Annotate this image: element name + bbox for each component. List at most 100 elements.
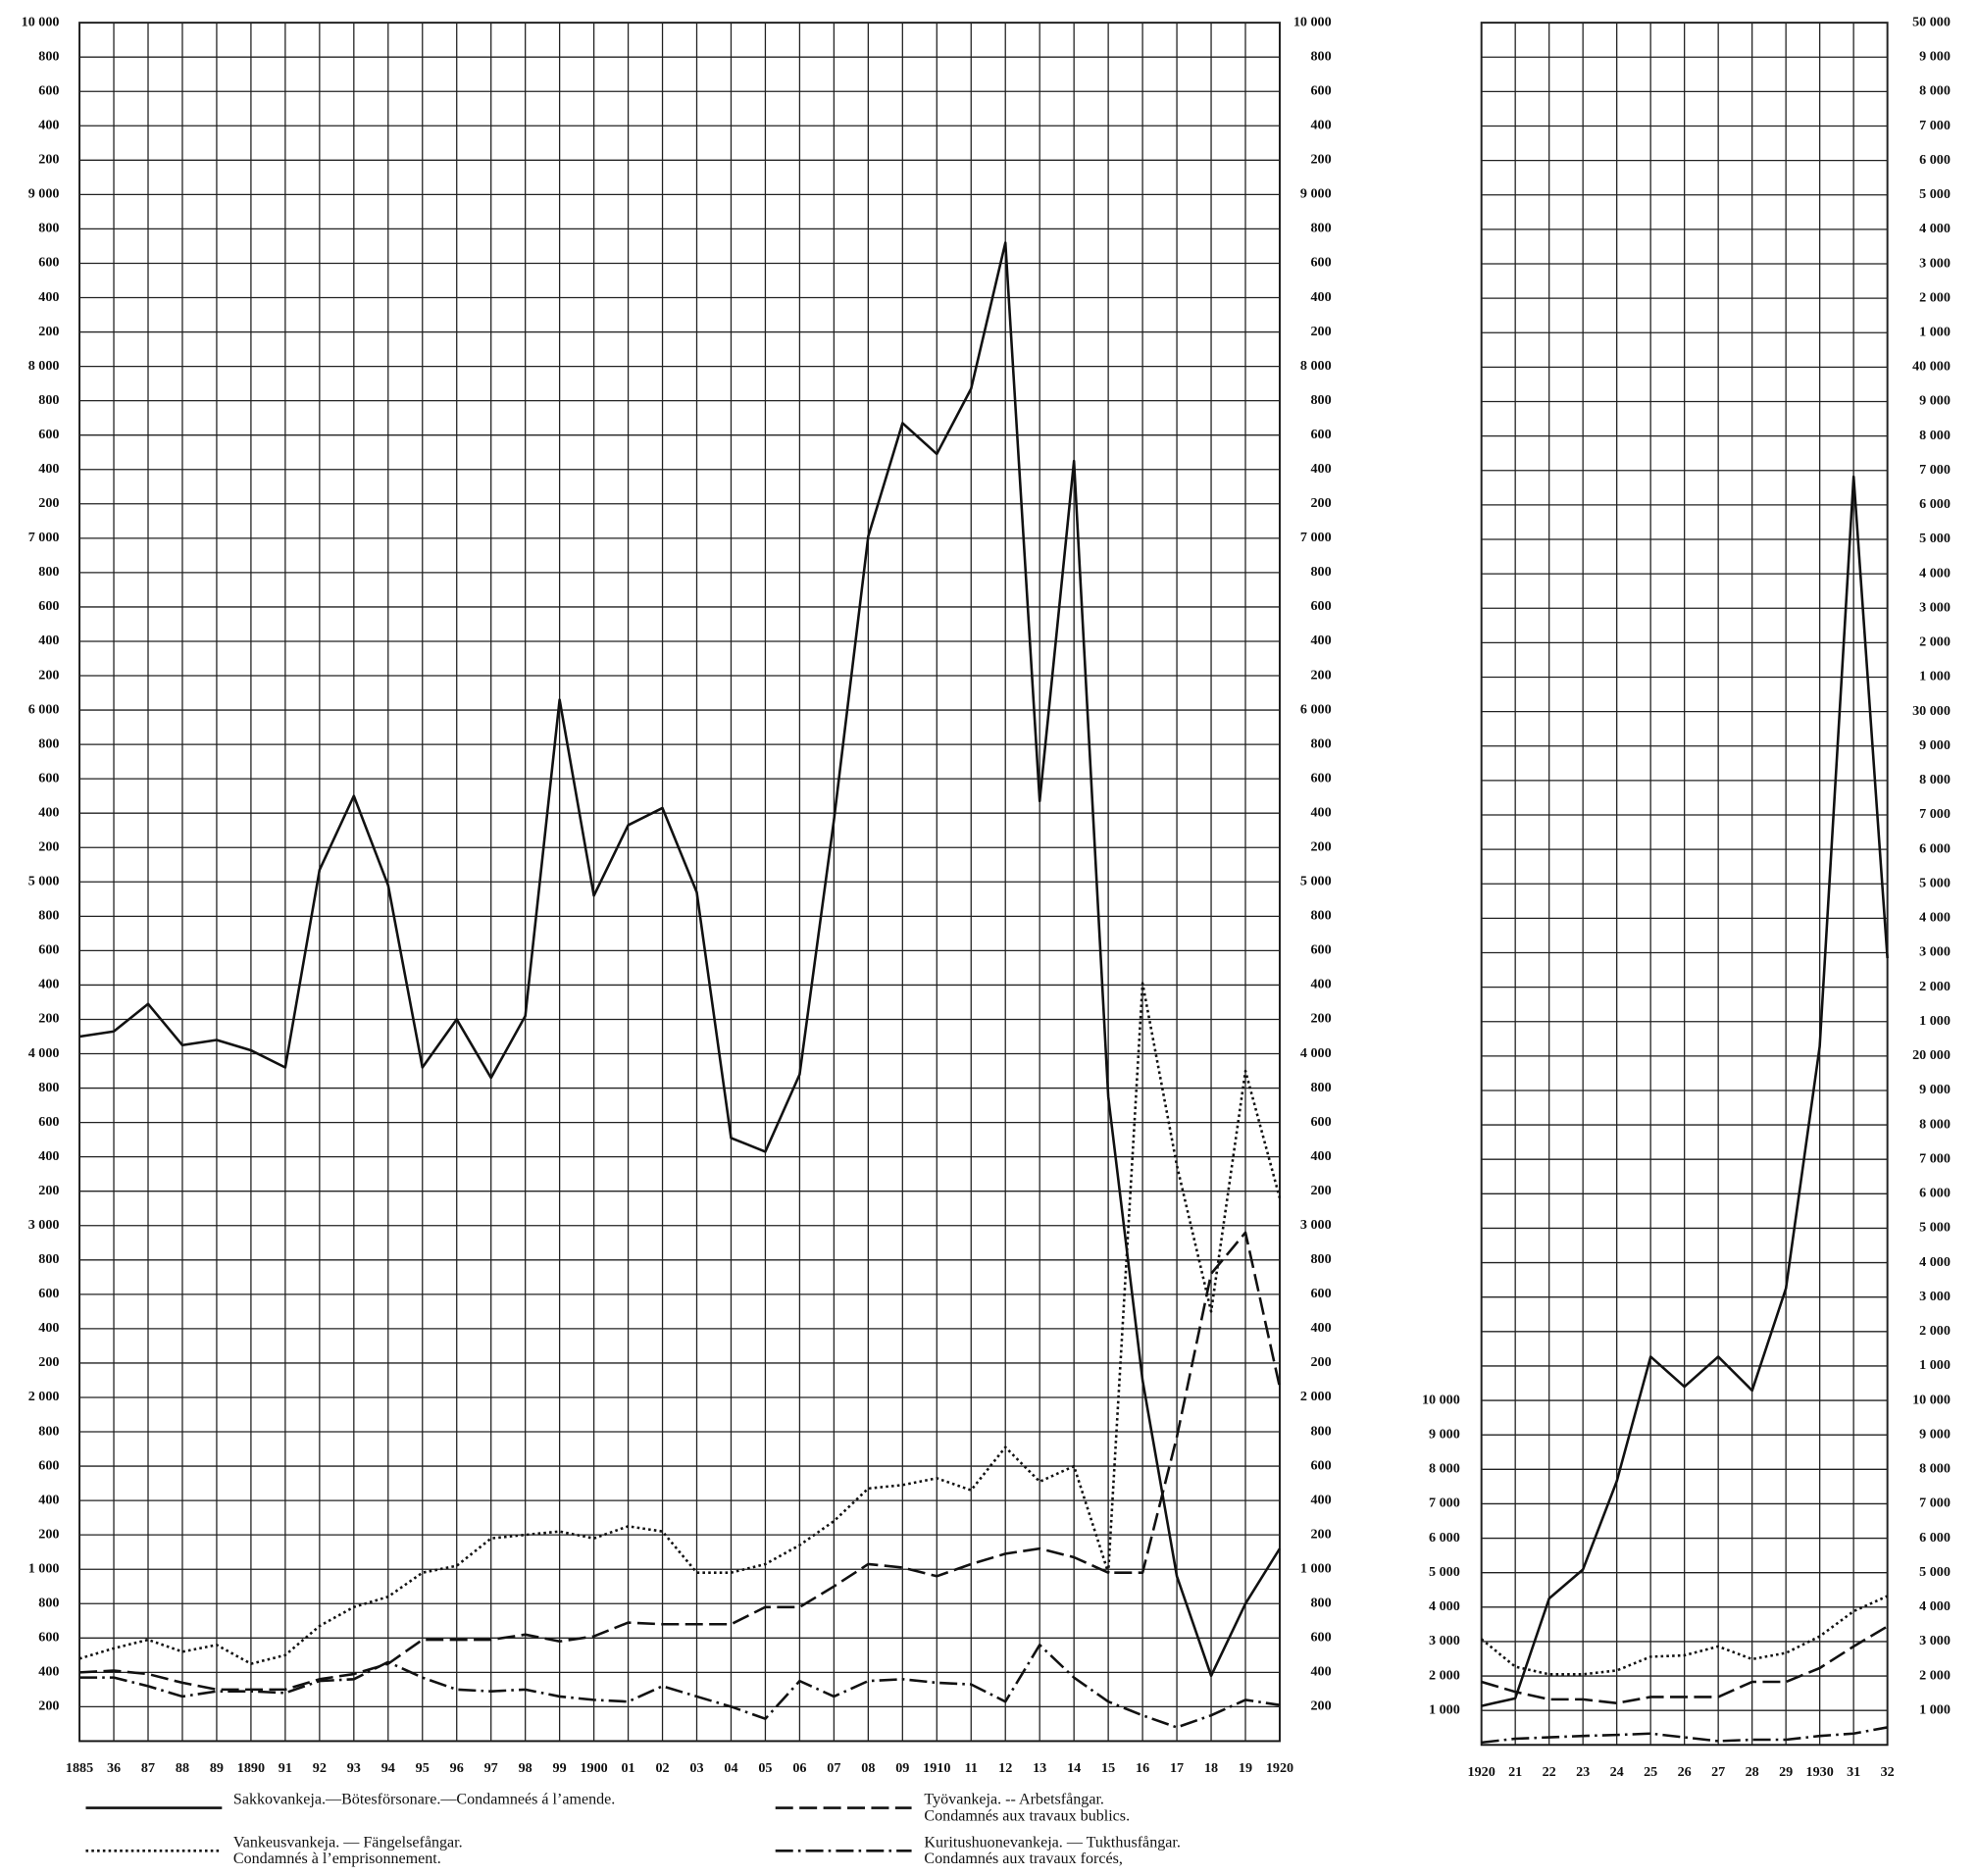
legend-label: Condamnés aux travaux forcés, — [924, 1851, 1123, 1867]
y-tick-label-left: 10 000 — [1422, 1392, 1460, 1407]
y-tick-label-right: 400 — [1311, 633, 1332, 648]
y-tick-label-right: 4 000 — [1919, 910, 1951, 926]
y-tick-label-right: 6 000 — [1919, 840, 1951, 856]
x-tick-label: 1920 — [1468, 1764, 1495, 1780]
x-tick-label: 97 — [484, 1760, 498, 1776]
y-tick-label-right: 5 000 — [1919, 1564, 1951, 1580]
y-tick-label-right: 400 — [1311, 1148, 1332, 1164]
y-tick-label-right: 7 000 — [1300, 530, 1332, 545]
x-tick-label: 01 — [622, 1760, 635, 1776]
y-tick-label-left: 2 000 — [1429, 1667, 1460, 1683]
y-tick-label-right: 2 000 — [1919, 979, 1951, 994]
y-tick-label-right: 2 000 — [1919, 1323, 1951, 1339]
y-tick-label-right: 600 — [1311, 1457, 1332, 1473]
y-tick-label-right: 9 000 — [1919, 1426, 1951, 1442]
y-tick-label-left: 600 — [38, 1114, 59, 1130]
x-tick-label: 07 — [827, 1760, 840, 1776]
y-tick-label-right: 200 — [1311, 1699, 1332, 1714]
y-tick-label-left: 400 — [38, 977, 59, 992]
x-tick-label: 06 — [792, 1760, 806, 1776]
y-tick-label-left: 400 — [38, 1664, 59, 1680]
y-tick-label-right: 6 000 — [1919, 1530, 1951, 1546]
x-tick-label: 26 — [1678, 1764, 1692, 1780]
y-tick-label-left: 200 — [38, 152, 59, 168]
y-tick-label-right: 800 — [1311, 735, 1332, 751]
y-tick-label-right: 200 — [1311, 1354, 1332, 1370]
y-tick-label-left: 200 — [38, 324, 59, 339]
y-tick-label-left: 4 000 — [1429, 1598, 1460, 1614]
y-tick-label-right: 30 000 — [1912, 703, 1951, 719]
x-tick-label: 24 — [1610, 1764, 1624, 1780]
y-tick-label-right: 1 000 — [1919, 1701, 1951, 1717]
y-tick-label-right: 9 000 — [1300, 186, 1332, 202]
y-tick-label-right: 4 000 — [1919, 1254, 1951, 1270]
y-tick-label-right: 5 000 — [1919, 186, 1951, 202]
y-tick-label-right: 200 — [1311, 152, 1332, 168]
y-tick-label-right: 9 000 — [1919, 737, 1951, 753]
y-tick-label-right: 600 — [1311, 770, 1332, 786]
y-tick-label-right: 600 — [1311, 1114, 1332, 1130]
y-tick-label-right: 8 000 — [1919, 83, 1951, 99]
y-tick-label-right: 3 000 — [1919, 1289, 1951, 1304]
x-tick-label: 96 — [450, 1760, 464, 1776]
y-tick-label-right: 1 000 — [1919, 669, 1951, 684]
y-tick-label-right: 3 000 — [1919, 255, 1951, 271]
x-tick-label: 1930 — [1806, 1764, 1834, 1780]
y-tick-label-right: 4 000 — [1919, 1598, 1951, 1614]
x-tick-label: 25 — [1644, 1764, 1657, 1780]
y-tick-label-left: 4 000 — [28, 1045, 60, 1061]
y-tick-label-right: 5 000 — [1919, 531, 1951, 546]
y-tick-label-right: 6 000 — [1919, 496, 1951, 512]
y-tick-label-left: 200 — [38, 1011, 59, 1027]
y-tick-label-right: 800 — [1311, 908, 1332, 924]
legend-label: Työvankeja. -- Arbetsfångar. — [924, 1792, 1104, 1808]
y-tick-label-right: 9 000 — [1919, 49, 1951, 65]
y-tick-label-right: 9 000 — [1919, 1082, 1951, 1097]
y-tick-label-right: 400 — [1311, 977, 1332, 992]
y-tick-label-right: 8 000 — [1300, 358, 1332, 374]
x-tick-label: 22 — [1543, 1764, 1556, 1780]
y-tick-label-left: 600 — [38, 598, 59, 614]
legend-label: Kuritushuonevankeja. — Tukthusfångar. — [924, 1834, 1180, 1851]
x-tick-label: 21 — [1508, 1764, 1522, 1780]
y-tick-label-right: 400 — [1311, 118, 1332, 133]
y-tick-label-right: 400 — [1311, 1320, 1332, 1336]
x-tick-label: 1910 — [923, 1760, 950, 1776]
x-tick-label: 36 — [107, 1760, 121, 1776]
y-tick-label-left: 3 000 — [28, 1217, 60, 1233]
y-tick-label-left: 8 000 — [28, 358, 60, 374]
y-tick-label-left: 8 000 — [1429, 1461, 1460, 1477]
y-tick-label-left: 600 — [38, 1286, 59, 1301]
y-tick-label-right: 3 000 — [1919, 1633, 1951, 1648]
y-tick-label-right: 10 000 — [1912, 1392, 1951, 1407]
y-tick-label-right: 800 — [1311, 1251, 1332, 1267]
y-tick-label-right: 200 — [1311, 1183, 1332, 1198]
y-tick-label-left: 200 — [38, 667, 59, 683]
y-tick-label-right: 800 — [1311, 1596, 1332, 1611]
y-tick-label-right: 2 000 — [1300, 1389, 1332, 1404]
y-tick-label-right: 400 — [1311, 461, 1332, 477]
y-tick-label-left: 200 — [38, 1526, 59, 1542]
x-tick-label: 1920 — [1266, 1760, 1293, 1776]
x-tick-label: 18 — [1204, 1760, 1218, 1776]
y-tick-label-left: 600 — [38, 770, 59, 786]
y-tick-label-left: 800 — [38, 48, 59, 64]
x-tick-label: 1890 — [237, 1760, 265, 1776]
y-tick-label-right: 8 000 — [1919, 772, 1951, 787]
x-tick-label: 31 — [1847, 1764, 1860, 1780]
x-tick-label: 1900 — [580, 1760, 607, 1776]
y-tick-label-right: 3 000 — [1919, 944, 1951, 960]
y-tick-label-right: 400 — [1311, 1492, 1332, 1507]
y-tick-label-left: 9 000 — [1429, 1426, 1460, 1442]
y-tick-label-right: 4 000 — [1300, 1045, 1332, 1061]
y-tick-label-right: 600 — [1311, 427, 1332, 442]
y-tick-label-right: 6 000 — [1919, 1186, 1951, 1201]
y-tick-label-right: 5 000 — [1919, 1220, 1951, 1236]
y-tick-label-left: 800 — [38, 735, 59, 751]
y-tick-label-right: 7 000 — [1919, 118, 1951, 133]
x-tick-label: 12 — [998, 1760, 1012, 1776]
y-tick-label-left: 400 — [38, 804, 59, 820]
x-tick-label: 95 — [416, 1760, 430, 1776]
y-tick-label-right: 200 — [1311, 667, 1332, 683]
